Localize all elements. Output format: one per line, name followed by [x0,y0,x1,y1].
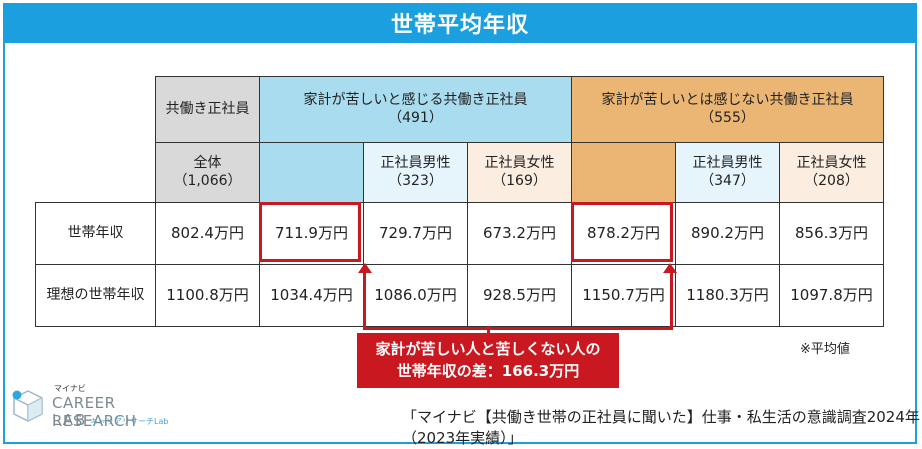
table-cell: 802.4万円 [155,202,260,265]
subheader-all-label: 全体 [193,155,222,171]
career-research-lab-logo: マイナビ CAREER RESEARCH LAB キャリアリサーチLab [8,383,198,433]
logo-line2: LAB [52,411,88,429]
difference-connector [363,272,673,330]
row-label: 世帯年収 [35,202,156,265]
difference-callout: 家計が苦しい人と苦しくない人の 世帯年収の差：166.3万円 [357,333,619,388]
logo-brand: マイナビ [54,384,86,393]
header-not-struggling-label: 家計が苦しいとは感じない共働き正社員 [601,92,854,108]
subheader-not-struggling-all [571,142,676,203]
highlight-struggling-income [259,202,361,262]
arrow-up-icon [358,263,372,273]
header-not-struggling-count: （555） [700,109,755,126]
table-cell: 928.5万円 [467,264,572,327]
subheader-label: 正社員女性 [484,155,555,171]
page-title: 世帯平均年収 [3,3,917,43]
row-label: 理想の世帯年収 [35,264,156,327]
callout-stem [487,326,490,334]
table-cell: 856.3万円 [779,202,884,265]
table-cell: 890.2万円 [675,202,780,265]
source-citation: 「マイナビ【共働き世帯の正社員に聞いた】仕事・私生活の意識調査2024年（202… [402,408,920,447]
highlight-not-struggling-income [571,202,673,262]
subheader-count: （323） [388,172,443,189]
subheader-struggling-female: 正社員女性 （169） [467,142,572,203]
table-cell: 1100.8万円 [155,264,260,327]
table-cell: 1180.3万円 [675,264,780,327]
table-cell: 729.7万円 [363,202,468,265]
subheader-struggling-male: 正社員男性 （323） [363,142,468,203]
subheader-not-struggling-female: 正社員女性 （208） [779,142,884,203]
income-table: 共働き正社員 家計が苦しいと感じる共働き正社員 （491） 家計が苦しいとは感じ… [35,76,884,327]
corner-cell [36,143,156,203]
header-struggling-group: 家計が苦しいと感じる共働き正社員 （491） [259,76,572,143]
logo-kana: キャリアリサーチLab [90,417,169,426]
table-cell: 1097.8万円 [779,264,884,327]
header-not-struggling-group: 家計が苦しいとは感じない共働き正社員 （555） [571,76,884,143]
table-cell: 1034.4万円 [259,264,364,327]
table-row: 理想の世帯年収 1100.8万円 1034.4万円 1086.0万円 928.5… [35,264,884,327]
subheader-label: 正社員女性 [796,155,867,171]
subheader-struggling-all [259,142,364,203]
table-row: 世帯年収 802.4万円 711.9万円 729.7万円 673.2万円 878… [35,202,884,265]
callout-line2: 世帯年収の差：166.3万円 [396,361,580,380]
cube-logo-icon [12,390,43,422]
header-struggling-label: 家計が苦しいと感じる共働き正社員 [303,92,528,108]
corner-cell [36,77,156,143]
subheader-all-count: （1,066） [173,172,242,189]
table-cell: 711.9万円 [259,202,364,265]
subheader-not-struggling-male: 正社員男性 （347） [675,142,780,203]
subheader-label: 正社員男性 [692,155,763,171]
subheader-count: （169） [492,172,547,189]
subheader-label: 正社員男性 [380,155,451,171]
subheader-all: 全体 （1,066） [155,142,260,203]
logo-line1: CAREER RESEARCH [52,394,137,430]
header-struggling-count: （491） [388,109,443,126]
table-cell: 673.2万円 [467,202,572,265]
subheader-count: （347） [700,172,755,189]
table-cell: 1150.7万円 [571,264,676,327]
average-note: ※平均値 [800,342,850,357]
callout-line1: 家計が苦しい人と苦しくない人の [375,339,601,358]
arrow-up-icon [663,263,677,273]
header-all: 共働き正社員 [155,76,260,143]
subheader-count: （208） [804,172,859,189]
